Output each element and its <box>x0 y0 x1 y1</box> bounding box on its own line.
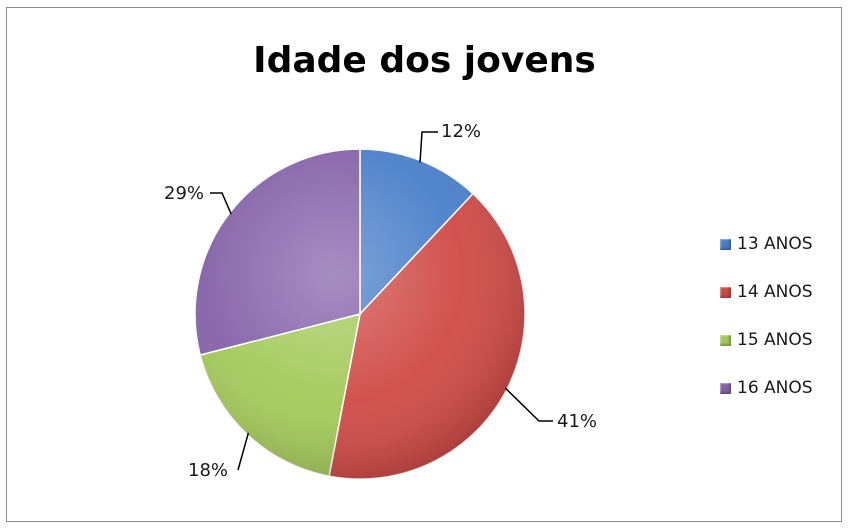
legend-swatch <box>720 382 731 394</box>
legend-item: 13 ANOS <box>720 232 813 256</box>
legend-item: 16 ANOS <box>720 376 813 400</box>
data-label: 12% <box>441 121 481 142</box>
leader-line <box>237 432 250 471</box>
chart-title: Idade dos jovens <box>253 40 596 81</box>
legend-label: 15 ANOS <box>737 330 813 350</box>
legend-swatch <box>720 334 731 346</box>
legend-item: 15 ANOS <box>720 328 813 352</box>
legend-label: 14 ANOS <box>737 282 813 302</box>
legend-swatch <box>720 238 731 250</box>
legend-swatch <box>720 286 731 298</box>
legend-label: 13 ANOS <box>737 234 813 254</box>
leader-line <box>504 387 553 422</box>
legend: 13 ANOS 14 ANOS 15 ANOS 16 ANOS <box>720 232 813 424</box>
leader-line <box>210 192 232 215</box>
data-label: 41% <box>557 411 597 432</box>
legend-item: 14 ANOS <box>720 280 813 304</box>
leader-line <box>419 131 438 163</box>
data-label: 29% <box>164 183 204 204</box>
data-label: 18% <box>188 460 228 481</box>
legend-label: 16 ANOS <box>737 378 813 398</box>
